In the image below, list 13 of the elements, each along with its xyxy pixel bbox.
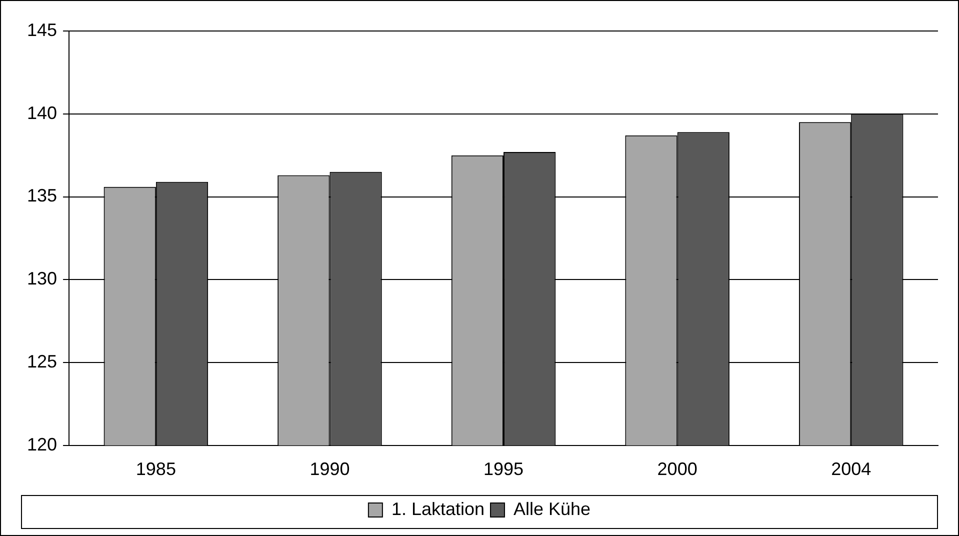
y-tick-label: 145: [26, 20, 58, 40]
x-tick-label: 1995: [483, 459, 524, 480]
y-tick-label: 135: [26, 186, 58, 206]
x-tick-label: 2000: [657, 459, 698, 480]
y-tick-label: 120: [26, 434, 58, 454]
y-tick-label: 130: [26, 268, 58, 289]
legend-label: 1. Laktation: [391, 498, 485, 519]
y-tick-label: 125: [26, 351, 58, 372]
y-tick-label: 140: [26, 102, 58, 123]
x-tick-label: 1990: [310, 459, 350, 480]
legend-label: Alle Kühe: [514, 498, 591, 519]
x-tick-label: 2004: [831, 459, 872, 480]
x-tick-label: 1985: [136, 459, 176, 480]
